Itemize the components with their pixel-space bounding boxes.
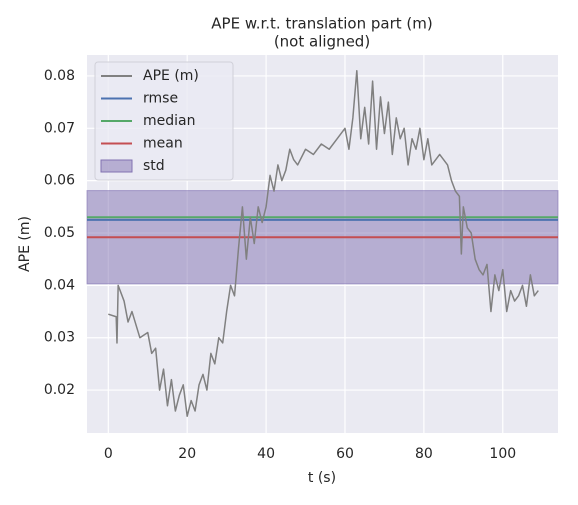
chart-subtitle: (not aligned) <box>274 33 370 51</box>
legend-label: std <box>143 158 165 174</box>
legend-box <box>94 61 234 181</box>
legend-label: rmse <box>143 91 178 107</box>
x-tick-label: 100 <box>489 446 516 462</box>
data-line <box>108 69 539 417</box>
x-tick-label: 80 <box>415 446 433 462</box>
legend-label: APE (m) <box>143 68 199 84</box>
legend-swatch <box>100 159 133 173</box>
x-tick-label: 0 <box>104 446 113 462</box>
y-tick-label: 0.04 <box>44 277 75 293</box>
x-tick-label: 40 <box>257 446 275 462</box>
chart-title: APE w.r.t. translation part (m) <box>211 15 432 33</box>
y-tick-label: 0.08 <box>44 68 75 84</box>
legend-label: mean <box>143 136 183 152</box>
x-axis-label: t (s) <box>308 470 336 486</box>
y-axis-label: APE (m) <box>17 216 33 272</box>
y-tick-label: 0.02 <box>44 382 75 398</box>
legend-label: median <box>143 113 195 129</box>
x-tick-label: 60 <box>336 446 354 462</box>
y-tick-label: 0.06 <box>44 173 75 189</box>
y-tick-label: 0.07 <box>44 120 75 136</box>
x-tick-label: 20 <box>178 446 196 462</box>
y-tick-label: 0.03 <box>44 330 75 346</box>
y-tick-label: 0.05 <box>44 225 75 241</box>
